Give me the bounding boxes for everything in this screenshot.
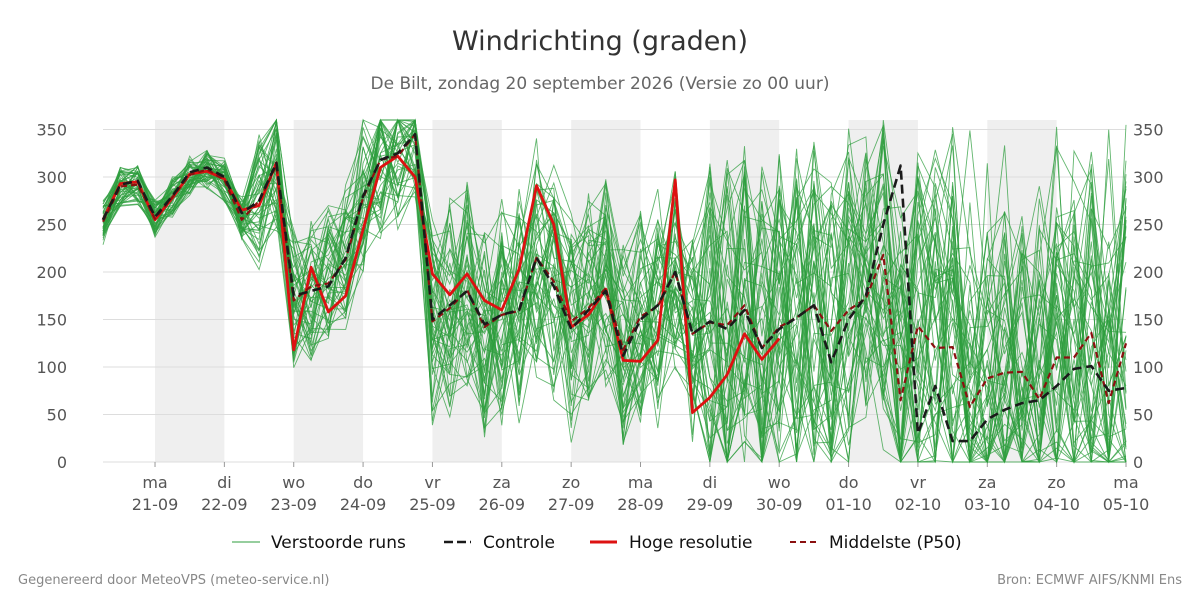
y-tick-label-right: 0 (1133, 453, 1143, 472)
y-tick-label-right: 350 (1133, 121, 1164, 140)
y-tick-label-right: 50 (1133, 406, 1153, 425)
y-tick-label-left: 50 (47, 406, 67, 425)
x-tick-date: 27-09 (548, 495, 595, 514)
x-tick-day: vr (910, 473, 926, 492)
x-tick-date: 21-09 (132, 495, 179, 514)
ensemble-member-line (102, 124, 1127, 464)
y-axis-left: 0 50 100 150 200 250 300 350 (36, 121, 67, 473)
x-tick-day: za (493, 473, 511, 492)
y-axis-right: 0 50 100 150 200 250 300 350 (1133, 121, 1164, 473)
legend-label-control: Controle (483, 533, 555, 553)
ensemble-member-line (102, 118, 1127, 463)
high-resolution-line (101, 154, 781, 415)
ensemble-member-line (102, 121, 1127, 439)
ensemble-member-line (102, 119, 1127, 463)
x-tick-date: 30-09 (756, 495, 803, 514)
x-tick-day: di (703, 473, 718, 492)
ensemble-member-line (102, 118, 1127, 463)
x-tick-date: 01-10 (825, 495, 872, 514)
x-tick-day: za (978, 473, 996, 492)
x-tick-day: ma (628, 473, 653, 492)
x-tick-day: vr (424, 473, 440, 492)
x-tick-date: 24-09 (340, 495, 387, 514)
y-tick-label-left: 250 (36, 216, 67, 235)
x-tick-day: do (353, 473, 373, 492)
x-tick-date: 25-09 (409, 495, 456, 514)
x-tick-day: do (839, 473, 859, 492)
y-tick-label-left: 300 (36, 168, 67, 187)
ensemble-member-line (102, 119, 1127, 464)
x-tick-day: wo (768, 473, 791, 492)
y-tick-label-right: 150 (1133, 311, 1164, 330)
ensemble-member-line (102, 118, 1127, 464)
ensemble-member-line (102, 118, 1127, 463)
ensemble-member-line (102, 119, 1127, 463)
chart-title: Windrichting (graden) (452, 26, 748, 57)
ensemble-member-line (102, 119, 1127, 463)
x-tick-day: wo (282, 473, 305, 492)
footer-generated-by: Gegenereerd door MeteoVPS (meteo-service… (18, 573, 329, 588)
x-tick-day: zo (562, 473, 580, 492)
y-tick-label-right: 100 (1133, 358, 1164, 377)
y-tick-label-left: 0 (57, 453, 67, 472)
y-tick-label-right: 300 (1133, 168, 1164, 187)
ensemble-member-line (102, 118, 1127, 464)
x-tick-date: 05-10 (1103, 495, 1150, 514)
legend: Verstoorde runs Controle Hoge resolutie … (232, 533, 962, 553)
y-tick-label-left: 350 (36, 121, 67, 140)
x-tick-date: 22-09 (201, 495, 248, 514)
y-tick-label-left: 200 (36, 263, 67, 282)
y-tick-label-right: 200 (1133, 263, 1164, 282)
x-tick-date: 03-10 (964, 495, 1011, 514)
x-tick-date: 02-10 (895, 495, 942, 514)
x-tick-day: ma (142, 473, 167, 492)
x-tick-date: 23-09 (270, 495, 317, 514)
control-line (101, 133, 1127, 443)
x-tick-date: 29-09 (687, 495, 734, 514)
x-tick-date: 26-09 (479, 495, 526, 514)
legend-label-hires: Hoge resolutie (629, 533, 753, 553)
ensemble-member-line (102, 119, 1127, 463)
legend-label-ensemble: Verstoorde runs (271, 533, 406, 553)
y-tick-label-left: 150 (36, 311, 67, 330)
x-tick-day: di (217, 473, 232, 492)
y-tick-label-left: 100 (36, 358, 67, 377)
x-tick-date: 04-10 (1033, 495, 1080, 514)
x-axis: ma 21-09 di 22-09 wo 23-09 do 24-09 vr 25-09 za 26-… (132, 462, 1149, 514)
x-tick-day: ma (1113, 473, 1138, 492)
x-tick-date: 28-09 (617, 495, 664, 514)
legend-label-p50: Middelste (P50) (829, 533, 962, 553)
y-tick-label-right: 250 (1133, 216, 1164, 235)
x-tick-day: zo (1048, 473, 1066, 492)
main-series (101, 133, 1128, 443)
chart-subtitle: De Bilt, zondag 20 september 2026 (Versi… (371, 74, 830, 94)
footer-source: Bron: ECMWF AIFS/KNMI Ens (997, 573, 1182, 588)
